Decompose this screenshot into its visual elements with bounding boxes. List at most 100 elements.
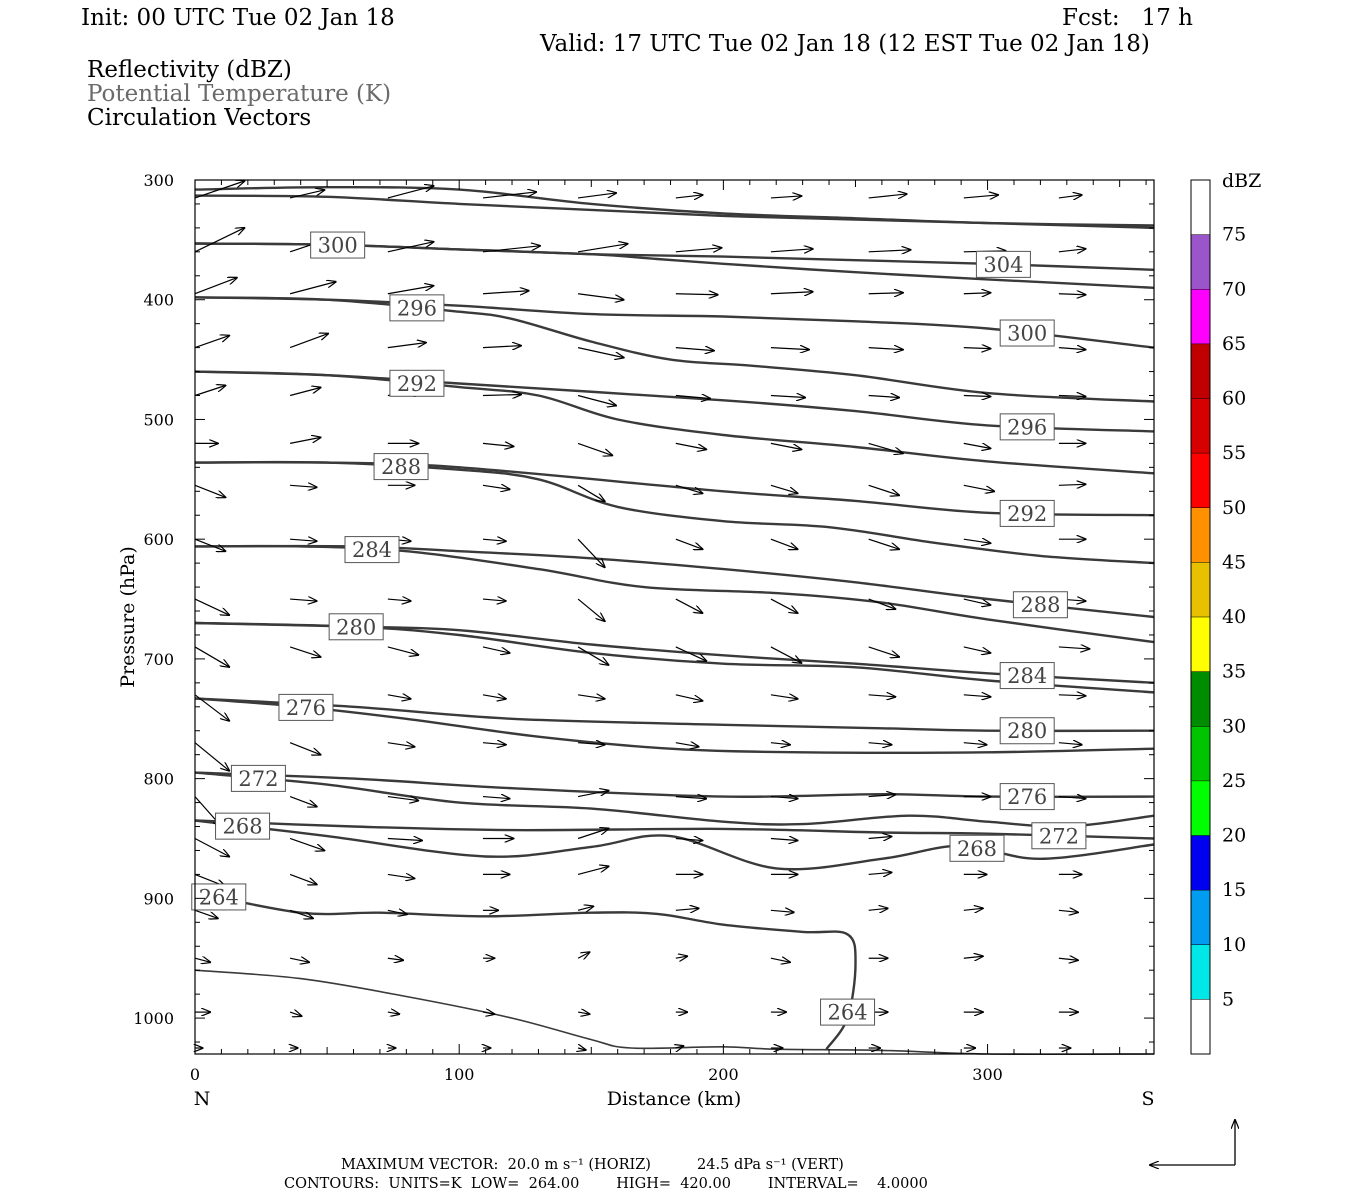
circulation-vector [675,694,703,701]
circulation-vector [194,646,229,667]
colorbar-swatch [1191,671,1210,727]
circulation-vector [289,742,320,755]
circulation-vector [1058,910,1078,912]
circulation-vector [482,443,513,446]
contour-labels: 300 304 296 300 292 288 296 284 292 280 288 276 284 2… [191,231,1087,1026]
colorbar-swatch [1191,780,1210,836]
colorbar-swatch [1191,617,1210,672]
circulation-vector [770,695,798,699]
forecast-hour: Fcst: 17 h [1062,5,1193,31]
circulation-vector [1058,348,1086,350]
circulation-vector [194,694,229,721]
circulation-vector [482,246,540,253]
circulation-vector [868,908,888,910]
circulation-vector [770,646,801,663]
theta-contour-line [194,185,1155,227]
y-tick-label: 400 [143,291,174,310]
circulation-vector [387,743,415,747]
theta-contour-line [194,544,1155,619]
colorbar-swatch [1191,234,1210,290]
circulation-vector [482,743,506,745]
circulation-vector [770,292,813,294]
x-tick-label: 200 [708,1065,739,1084]
circulation-vector [194,228,244,253]
x-end-label-left: N [194,1088,211,1110]
circulation-vector [482,695,506,699]
circulation-vector [577,791,608,798]
colorbar-tick-label: 50 [1222,497,1246,519]
circulation-vector [289,388,320,397]
circulation-vector [868,598,896,609]
circulation-vector [387,343,426,349]
circulation-vector [194,278,237,295]
circulation-vector [577,484,605,501]
contour-label: 296 [1007,415,1047,439]
circulation-vector [482,192,536,199]
circulation-vector [289,646,320,657]
circulation-vector [289,909,313,918]
circulation-vector [868,836,892,838]
colorbar-swatch [1191,999,1210,1054]
colorbar-swatch [1191,180,1210,235]
colorbar-tick-label: 25 [1222,770,1246,792]
circulation-vector [770,396,805,398]
circulation-vector [482,395,521,396]
circulation-vector [675,195,703,198]
colorbar-tick-label: 40 [1222,606,1246,628]
circulation-vector [868,538,899,549]
colorbar-tick-label: 70 [1222,278,1246,300]
circulation-vector [387,186,434,199]
field-potential-temperature: Potential Temperature (K) [87,81,392,107]
circulation-vector [770,348,809,350]
theta-contour-line [194,296,1155,403]
circulation-vector [290,539,317,541]
circulation-vector [387,910,407,914]
circulation-vector [387,797,418,801]
field-reflectivity: Reflectivity (dBZ) [87,57,292,83]
circulation-vector [387,646,418,655]
contour-label: 264 [199,885,239,909]
circulation-vector [289,958,309,962]
valid-time: Valid: 17 UTC Tue 02 Jan 18 (12 EST Tue … [540,31,1150,57]
circulation-vector [387,1012,399,1014]
contour-label: 284 [352,538,392,562]
circulation-vector [194,958,210,962]
field-circulation-vectors: Circulation Vectors [87,105,312,131]
max-vector-note: MAXIMUM VECTOR: 20.0 m s⁻¹ (HORIZ) 24.5 … [341,1157,844,1173]
circulation-vector [770,838,798,840]
colorbar-title: dBZ [1222,170,1261,192]
x-axis-label: Distance (km) [607,1088,742,1110]
circulation-vector [1058,294,1086,295]
colorbar-tick-label: 20 [1222,825,1246,847]
contour-label-box [344,536,400,564]
circulation-vector [675,484,703,493]
contour-label: 268 [223,815,263,839]
x-tick-label: 300 [972,1065,1003,1084]
circulation-vector [289,190,324,199]
circulation-vector [387,958,403,960]
circulation-vector [963,598,991,605]
circulation-vector [963,443,991,448]
plot-frame [194,179,1155,1055]
colorbar-tick-label: 5 [1222,988,1234,1010]
circulation-vector [1058,249,1086,252]
theta-contour-line [194,819,1155,840]
init-time: Init: 00 UTC Tue 02 Jan 18 [81,5,395,31]
contour-label-box [1012,591,1068,619]
colorbar-swatch [1191,398,1210,454]
contour-label-box [999,717,1055,745]
y-tick-label: 300 [143,171,174,190]
x-tick-label: 0 [190,1065,200,1084]
circulation-vector [577,244,627,253]
circulation-vector [194,181,244,199]
circulation-vector [577,538,605,567]
circulation-vector [868,743,892,745]
theta-contour-line [194,771,1155,828]
contour-label: 280 [1007,719,1047,743]
colorbar-swatch [1191,343,1210,399]
circulation-vector [289,437,320,444]
contour-label-box [389,369,445,397]
axis-ticks: 300 400 500 600 700 800 900 1000 0 100 200 300 [133,171,1154,1084]
circulation-vector [387,599,411,601]
circulation-vector [577,347,624,358]
